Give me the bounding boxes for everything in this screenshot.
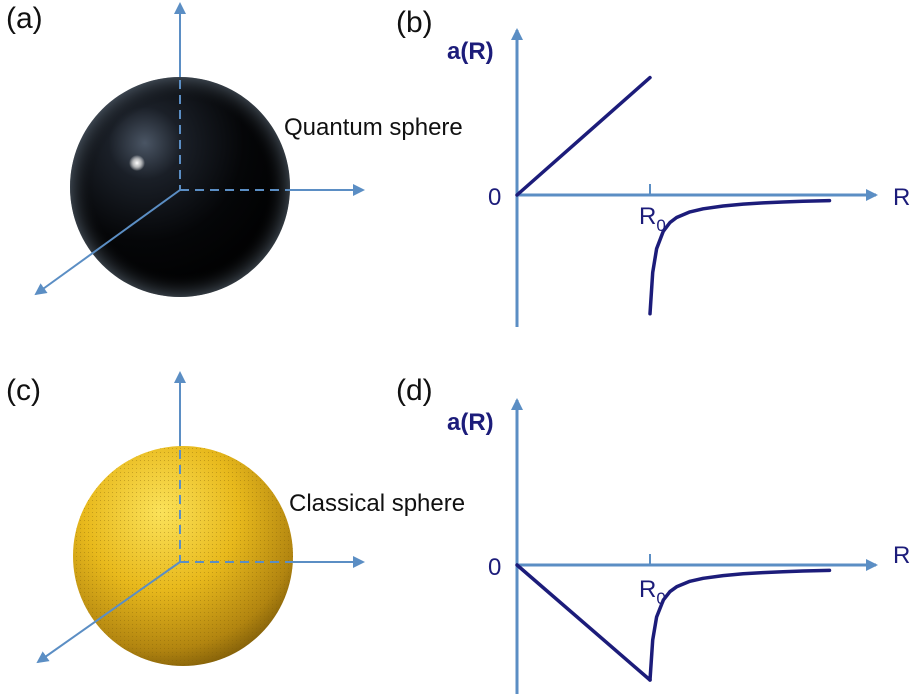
d-series-2-line — [648, 568, 832, 682]
panel-label-d: (d) — [396, 374, 433, 407]
b-series-1-line — [515, 75, 652, 197]
d-x-axis-title: R — [893, 542, 910, 569]
d-r0-label: R0 — [639, 576, 666, 608]
d-series-1-line — [515, 563, 652, 682]
d-curves — [515, 563, 832, 682]
b-curves — [515, 75, 832, 316]
panel-a: (a) Quantum sphere — [6, 2, 463, 297]
panel-label-b: (b) — [396, 6, 433, 39]
b-origin-label: 0 — [488, 184, 501, 211]
panel-label-c: (c) — [6, 374, 41, 407]
panel-b: (b) a(R) 0 R R0 — [396, 6, 910, 327]
b-r0-label: R0 — [639, 203, 666, 235]
quantum-sphere-label: Quantum sphere — [284, 114, 463, 141]
classical-sphere-label: Classical sphere — [289, 490, 465, 517]
classical-sphere-texture — [73, 446, 293, 666]
b-x-axis-title: R — [893, 184, 910, 211]
panel-d: (d) a(R) 0 R R0 — [396, 374, 910, 694]
specular-highlight — [129, 155, 145, 171]
b-series-2-line — [648, 198, 832, 316]
c-y-axis-arrow — [36, 561, 181, 664]
b-y-axis-title: a(R) — [447, 38, 494, 65]
panel-label-a: (a) — [6, 2, 43, 35]
panel-c: (c) Classical sphere — [6, 371, 465, 666]
y-axis-arrow — [34, 189, 181, 296]
d-y-axis-title: a(R) — [447, 409, 494, 436]
d-origin-label: 0 — [488, 554, 501, 581]
